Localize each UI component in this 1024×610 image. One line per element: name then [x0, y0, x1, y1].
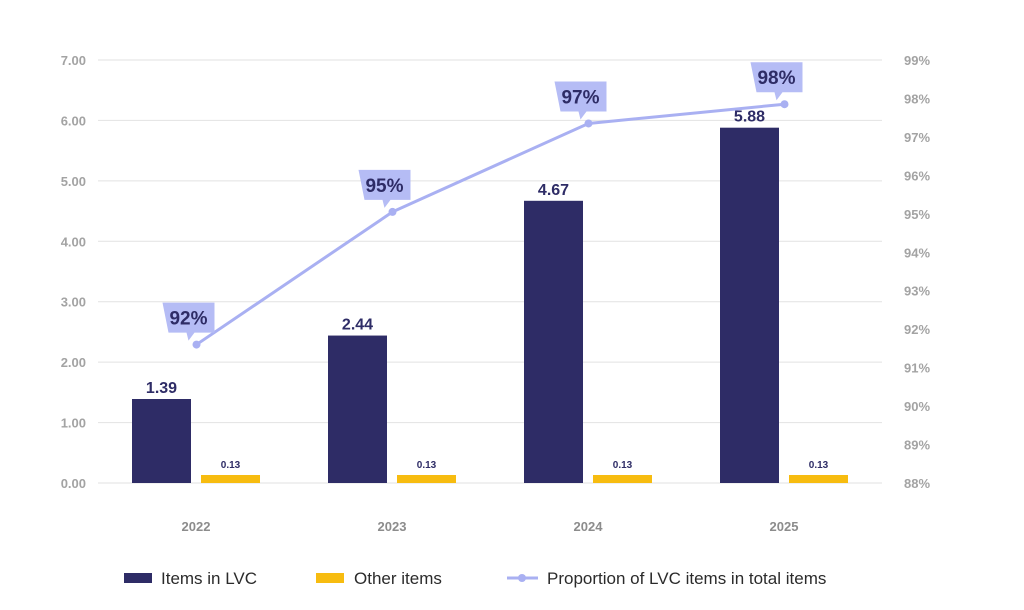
right-tick-label: 93%: [904, 284, 930, 299]
right-tick-label: 88%: [904, 476, 930, 491]
left-tick-label: 6.00: [61, 113, 86, 128]
right-tick-label: 89%: [904, 438, 930, 453]
legend-swatch-proportion-marker: [518, 574, 526, 582]
proportion-callout: [750, 62, 803, 101]
proportion-callout: [358, 169, 411, 208]
bar-items-in-lvc: [524, 200, 583, 483]
proportion-callout: [554, 81, 607, 120]
data-label-other-items: 0.13: [417, 460, 437, 471]
proportion-marker: [780, 100, 789, 109]
right-tick-label: 99%: [904, 53, 930, 68]
data-label-items-in-lvc: 4.67: [538, 182, 569, 199]
bar-items-in-lvc: [132, 399, 191, 483]
right-tick-label: 90%: [904, 399, 930, 414]
left-tick-label: 2.00: [61, 355, 86, 370]
bar-other-items: [789, 475, 848, 483]
x-tick-label: 2024: [574, 519, 604, 534]
right-tick-label: 91%: [904, 361, 930, 376]
left-tick-label: 1.00: [61, 416, 86, 431]
proportion-series-line: [195, 102, 785, 346]
legend-swatch-items-in-lvc: [124, 573, 152, 583]
right-tick-label: 97%: [904, 130, 930, 145]
legend-label-proportion: Proportion of LVC items in total items: [547, 569, 826, 588]
legend-swatch-other-items: [316, 573, 344, 583]
legend-label-other-items: Other items: [354, 569, 442, 588]
data-label-items-in-lvc: 2.44: [342, 317, 373, 334]
right-axis-ticks: 88% 89% 90% 91% 92% 93% 94% 95% 96% 97% 98% 99%: [904, 53, 930, 491]
left-tick-label: 0.00: [61, 476, 86, 491]
data-label-other-items: 0.13: [809, 460, 829, 471]
data-label-other-items: 0.13: [613, 460, 633, 471]
proportion-callout: [162, 302, 215, 341]
left-tick-label: 7.00: [61, 53, 86, 68]
data-label-items-in-lvc: 5.88: [734, 109, 765, 126]
right-tick-label: 98%: [904, 91, 930, 106]
x-tick-label: 2025: [770, 519, 799, 534]
bar-items-in-lvc: [720, 127, 779, 484]
legend-label-items-in-lvc: Items in LVC: [161, 569, 257, 588]
right-tick-label: 95%: [904, 207, 930, 222]
proportion-marker: [388, 207, 397, 216]
x-tick-label: 2022: [182, 519, 211, 534]
bar-items-in-lvc: [328, 335, 387, 483]
bar-other-items: [593, 475, 652, 483]
left-axis-ticks: 0.00 1.00 2.00 3.00 4.00 5.00 6.00 7.00: [61, 53, 86, 491]
right-tick-label: 92%: [904, 322, 930, 337]
right-tick-label: 96%: [904, 168, 930, 183]
bar-other-items: [397, 475, 456, 483]
data-label-proportion: 98%: [757, 68, 795, 89]
gridlines: [98, 59, 882, 484]
data-label-other-items: 0.13: [221, 460, 241, 471]
data-label-proportion: 97%: [561, 87, 599, 108]
proportion-marker: [192, 340, 201, 349]
right-tick-label: 94%: [904, 245, 930, 260]
legend: Items in LVC Other items Proportion of L…: [124, 569, 826, 588]
x-axis-ticks: 2022 2023 2024 2025: [182, 519, 799, 534]
data-label-proportion: 95%: [365, 176, 403, 197]
left-tick-label: 5.00: [61, 174, 86, 189]
data-label-items-in-lvc: 1.39: [146, 380, 177, 397]
left-tick-label: 4.00: [61, 234, 86, 249]
left-tick-label: 3.00: [61, 295, 86, 310]
proportion-line: 92% 95% 97% 98%: [162, 62, 803, 349]
data-label-proportion: 92%: [169, 309, 207, 330]
bar-other-items: [201, 475, 260, 483]
bars: 1.39 0.13 2.44 0.13 4.67 0.13 5.88 0.13: [132, 109, 848, 484]
x-tick-label: 2023: [378, 519, 407, 534]
proportion-marker: [584, 119, 593, 128]
